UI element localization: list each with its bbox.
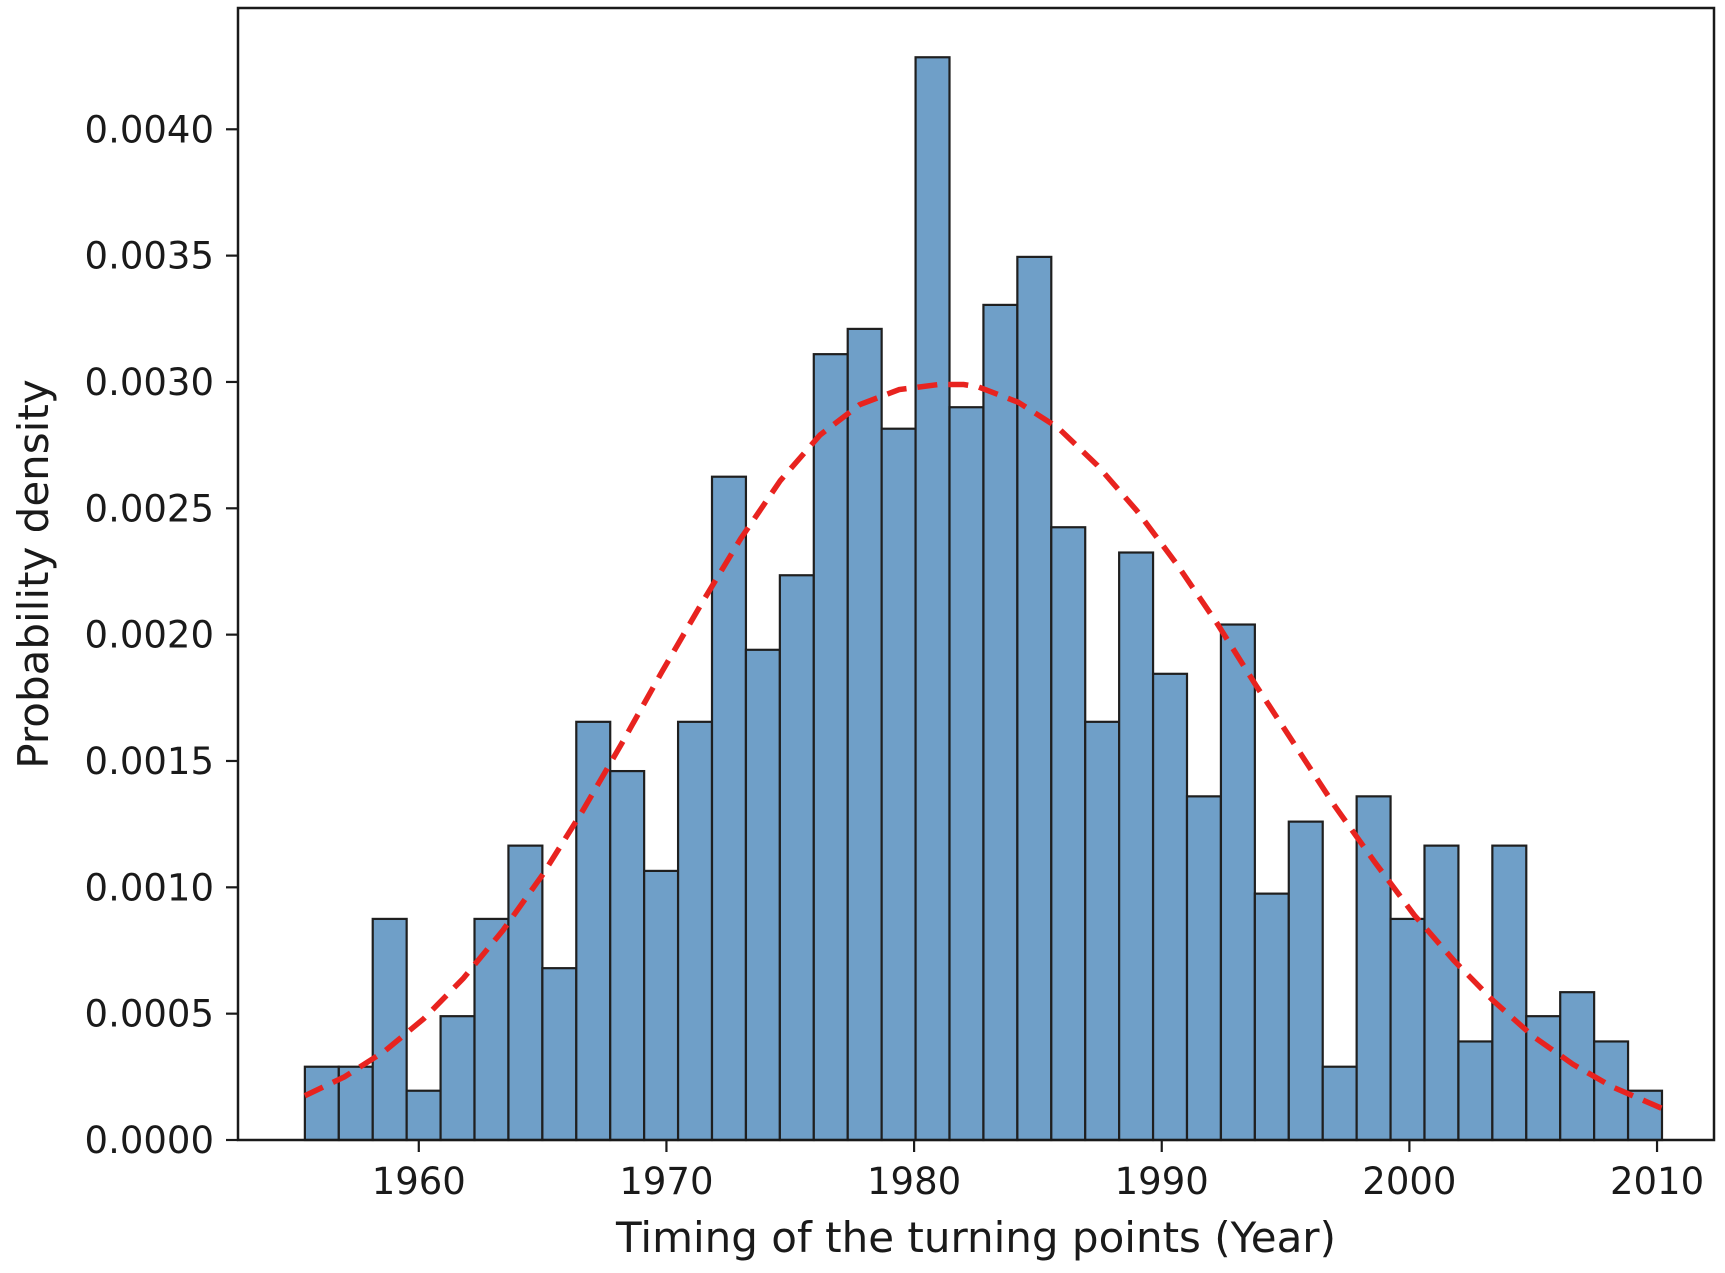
histogram-bar xyxy=(609,769,646,1142)
histogram-bar xyxy=(1355,795,1392,1142)
histogram-bar xyxy=(1389,917,1426,1142)
histogram-bar xyxy=(303,1065,340,1142)
x-tick-label: 1980 xyxy=(867,1160,961,1203)
histogram-bar xyxy=(1626,1089,1664,1142)
x-axis: 1960 1970 1980 1990 2000 2010 xyxy=(372,1140,1704,1203)
density-curve-layer xyxy=(303,381,1664,1111)
x-tick-label: 1990 xyxy=(1115,1160,1209,1203)
y-tick-label: 0.0000 xyxy=(85,1119,214,1162)
histogram-bar xyxy=(1185,795,1223,1142)
histogram-bar xyxy=(643,869,680,1142)
histogram-bar xyxy=(1287,820,1324,1142)
histogram-bar xyxy=(812,353,849,1142)
histogram-bar xyxy=(1118,551,1155,1142)
histogram-bar xyxy=(1219,623,1256,1142)
histogram-bar xyxy=(948,406,985,1142)
histogram-bar xyxy=(914,56,951,1142)
histogram-bar xyxy=(575,720,612,1142)
histogram-bar xyxy=(473,917,510,1142)
x-tick-label: 2010 xyxy=(1610,1160,1704,1203)
y-tick-label: 0.0030 xyxy=(85,361,214,404)
y-tick-label: 0.0010 xyxy=(85,866,214,909)
plot-frame xyxy=(236,6,1716,1142)
histogram-bar xyxy=(982,303,1019,1142)
histogram-bar xyxy=(676,720,714,1142)
y-tick-label: 0.0005 xyxy=(85,993,214,1036)
histogram-bar xyxy=(1423,844,1460,1142)
x-tick-label: 1960 xyxy=(372,1160,466,1203)
y-tick-label: 0.0025 xyxy=(85,487,214,530)
x-axis-title: Timing of the turning points (Year) xyxy=(615,1213,1336,1262)
x-tick-label: 1970 xyxy=(619,1160,713,1203)
histogram-bar xyxy=(507,844,544,1142)
histogram-bar xyxy=(1084,720,1121,1142)
density-curve xyxy=(303,381,1664,1111)
histogram-bar xyxy=(1525,1015,1562,1142)
histogram-bar xyxy=(541,967,578,1142)
y-tick-label: 0.0035 xyxy=(85,235,214,278)
histogram-bar xyxy=(371,917,408,1142)
histogram-bar xyxy=(1457,1040,1494,1142)
histogram-bar xyxy=(1016,255,1053,1142)
histogram-bar xyxy=(1050,526,1087,1142)
x-tick-label: 2000 xyxy=(1362,1160,1456,1203)
histogram-bar xyxy=(778,574,815,1142)
y-tick-label: 0.0040 xyxy=(85,108,214,151)
histogram-bar xyxy=(880,427,917,1142)
histogram-bar xyxy=(1151,672,1189,1142)
histogram-bar xyxy=(439,1015,476,1142)
histogram-bar xyxy=(405,1089,442,1142)
y-axis-title: Probability density xyxy=(9,379,58,768)
histogram-bar xyxy=(1491,844,1528,1142)
y-tick-label: 0.0015 xyxy=(85,740,214,783)
histogram-bar xyxy=(1253,892,1290,1142)
histogram-bar xyxy=(744,648,781,1142)
y-axis: 0.0000 0.0005 0.0010 0.0015 0.0020 0.0025 0.00… xyxy=(85,108,238,1162)
y-tick-label: 0.0020 xyxy=(85,614,214,657)
histogram-bar xyxy=(1321,1065,1358,1142)
histogram-bar xyxy=(710,475,748,1142)
histogram-bar xyxy=(846,327,883,1142)
histogram-bars xyxy=(303,56,1664,1142)
